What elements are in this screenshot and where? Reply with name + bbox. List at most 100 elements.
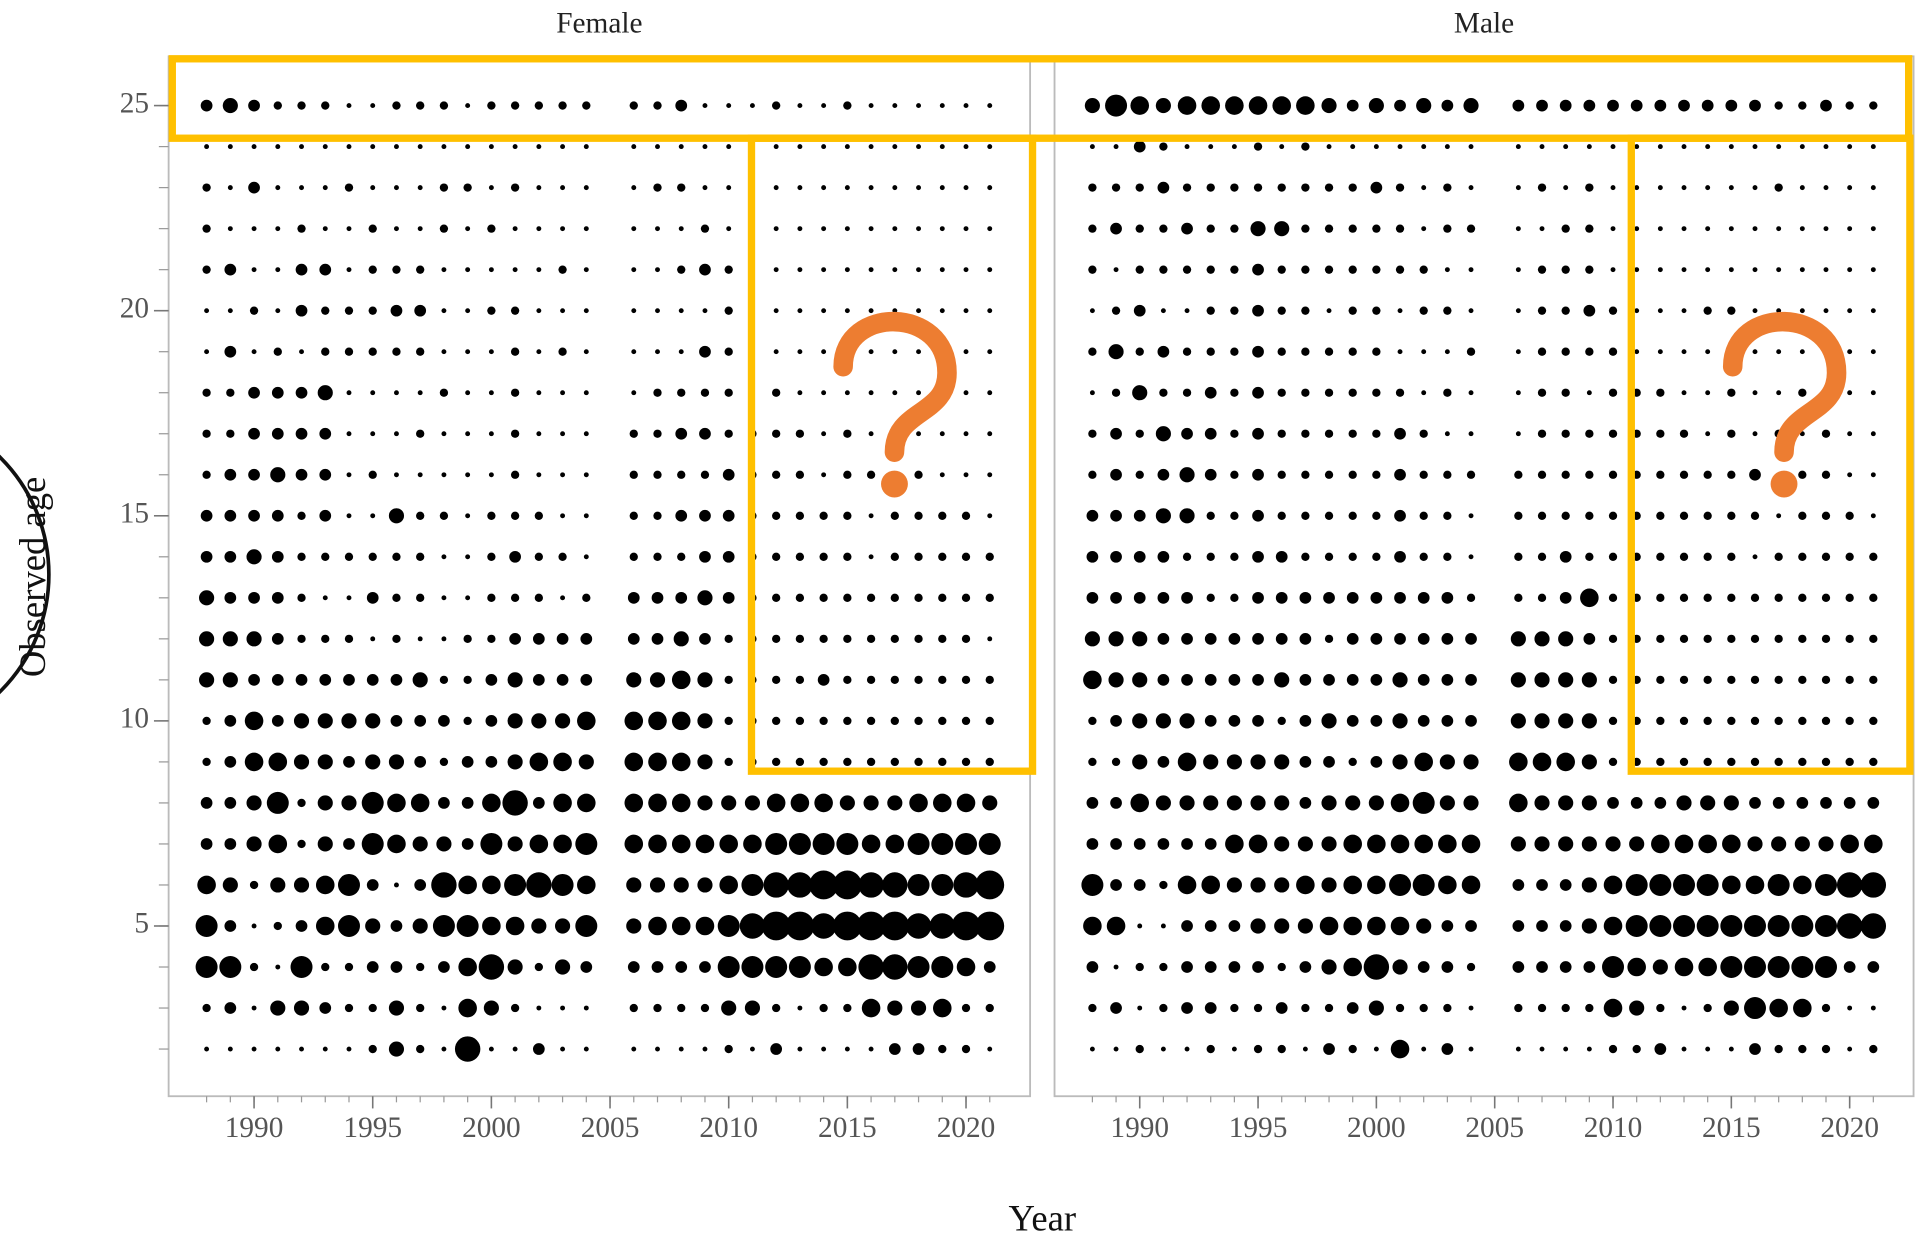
bubble <box>1586 1046 1592 1052</box>
bubble <box>861 834 881 854</box>
bubble <box>337 914 360 937</box>
bubble <box>1585 265 1594 274</box>
bubble <box>929 913 955 939</box>
bubble <box>1703 552 1712 561</box>
bubble <box>1204 427 1217 440</box>
bubble <box>227 308 233 314</box>
bubble <box>795 593 805 602</box>
bubble <box>773 349 779 355</box>
bubble <box>772 388 781 397</box>
bubble <box>390 715 403 727</box>
bubble <box>202 265 211 274</box>
bubble <box>1681 267 1687 273</box>
bubble <box>1750 593 1760 602</box>
bubble <box>553 752 572 772</box>
bubble <box>1225 96 1244 115</box>
bubble <box>200 509 213 522</box>
bubble <box>1394 550 1406 563</box>
bubble <box>1512 879 1525 891</box>
bubble <box>1468 554 1474 560</box>
bubble <box>1135 429 1144 438</box>
bubble <box>465 554 471 560</box>
bubble <box>1725 99 1738 112</box>
bubble <box>1585 429 1594 438</box>
bubble <box>1397 144 1403 150</box>
x-tick-label: 2010 <box>1584 1112 1643 1144</box>
bubble <box>907 873 930 896</box>
bubble <box>439 511 449 520</box>
bubble <box>394 472 399 478</box>
bubble <box>797 390 803 396</box>
bubble <box>655 349 660 355</box>
bubble <box>1820 797 1832 809</box>
bubble <box>987 636 993 642</box>
bubble <box>1230 552 1239 561</box>
bubble <box>1419 429 1428 438</box>
bubble <box>202 757 211 767</box>
bubble <box>1608 716 1618 726</box>
bubble <box>1368 1000 1384 1016</box>
bubble <box>631 185 637 191</box>
bubble <box>653 388 662 397</box>
bubble <box>1703 634 1712 643</box>
bubble <box>577 711 596 731</box>
bubble <box>892 144 898 150</box>
bubble <box>1705 144 1711 150</box>
bubble <box>248 468 260 481</box>
bubble <box>675 591 688 604</box>
bubble <box>702 144 708 150</box>
bubble <box>987 226 993 232</box>
bubble <box>251 349 257 355</box>
bubble <box>868 226 874 232</box>
bubble <box>1110 222 1122 235</box>
bubble <box>1799 308 1805 314</box>
bubble <box>1277 429 1286 438</box>
bubble <box>1559 591 1572 604</box>
bubble <box>1847 308 1853 314</box>
bubble <box>985 757 994 767</box>
bubble <box>1558 795 1574 811</box>
bubble <box>1814 956 1837 979</box>
bubble <box>1869 716 1878 726</box>
bubble <box>671 752 691 772</box>
bubble <box>1799 431 1805 437</box>
x-tick-label: 2005 <box>1465 1112 1524 1144</box>
bubble <box>1696 873 1719 896</box>
bubble <box>1586 144 1592 150</box>
bubble <box>797 185 803 191</box>
bubble <box>653 1003 662 1013</box>
bubble <box>1088 224 1097 233</box>
bubble <box>1514 511 1523 520</box>
bubble <box>1346 591 1359 604</box>
bubble <box>797 349 803 355</box>
bubble <box>673 877 689 893</box>
bubble <box>1252 550 1264 563</box>
bubble <box>675 99 688 112</box>
bubble <box>1814 914 1837 937</box>
bubble <box>961 634 971 643</box>
bubble <box>1443 183 1452 192</box>
bubble <box>655 267 660 273</box>
bubble <box>1847 267 1853 273</box>
bubble <box>322 595 328 601</box>
bubble <box>1679 634 1689 643</box>
bubble <box>346 267 352 273</box>
bubble <box>1392 959 1408 975</box>
bubble <box>821 185 827 191</box>
bubble <box>1225 834 1244 854</box>
bubble <box>368 265 377 274</box>
bubble <box>1630 797 1643 809</box>
bubble <box>724 675 733 685</box>
bubble <box>675 427 688 440</box>
bubble <box>394 882 399 888</box>
bubble <box>1656 511 1665 520</box>
bubble <box>1086 838 1099 850</box>
bubble <box>1230 224 1239 233</box>
bubble <box>702 1046 708 1052</box>
bubble <box>1321 98 1337 114</box>
bubble <box>1277 347 1286 356</box>
bubble <box>366 673 379 686</box>
bubble <box>1656 552 1665 561</box>
bubble <box>1468 144 1474 150</box>
bubble <box>1160 1046 1166 1052</box>
